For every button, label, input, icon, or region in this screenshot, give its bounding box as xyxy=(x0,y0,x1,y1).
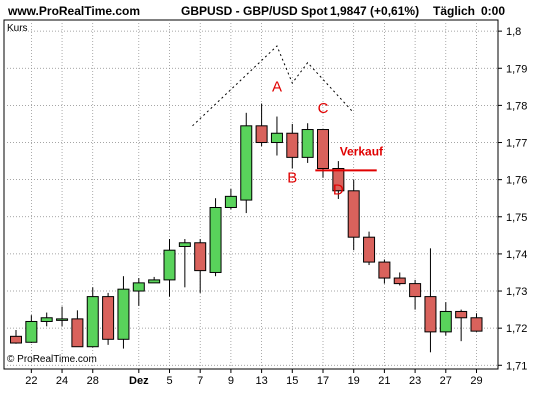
pattern-dotted-line xyxy=(192,45,355,127)
instrument-title: GBPUSD - GBP/USD Spot xyxy=(181,4,328,18)
sell-label: Verkauf xyxy=(340,145,384,159)
x-tick-label: 27 xyxy=(440,375,452,387)
x-tick-label: 5 xyxy=(166,375,172,387)
time-label: 0:00 xyxy=(481,4,505,18)
candle-body-up xyxy=(301,129,314,158)
panel-label: Kurs xyxy=(7,23,28,34)
candle-body-up xyxy=(178,242,191,247)
candle-body-down xyxy=(347,190,360,238)
candle-body-up xyxy=(224,195,237,208)
timeframe-label: Täglich xyxy=(433,4,475,18)
candle-body-up xyxy=(117,288,130,340)
x-tick-label: 19 xyxy=(348,375,360,387)
x-tick-label: 15 xyxy=(286,375,298,387)
grid-lines xyxy=(4,20,498,369)
point-label-d: D xyxy=(333,182,344,199)
candle-body-down xyxy=(378,261,391,279)
x-tick-label: 28 xyxy=(87,375,99,387)
x-tick-label: 13 xyxy=(255,375,267,387)
site-label: www.ProRealTime.com xyxy=(7,4,140,18)
candle-body-up xyxy=(56,318,69,321)
point-label-b: B xyxy=(287,170,297,187)
candle-body-up xyxy=(40,317,53,322)
y-tick-label: 1,71 xyxy=(506,360,527,372)
candle-body-down xyxy=(363,236,376,263)
y-tick-label: 1,72 xyxy=(506,323,527,335)
copyright-label: © ProRealTime.com xyxy=(7,354,97,365)
x-tick-label: 24 xyxy=(56,375,68,387)
candle-body-up xyxy=(439,310,452,333)
candle-body-down xyxy=(10,335,22,344)
y-tick-label: 1,74 xyxy=(506,249,527,261)
y-tick-label: 1,78 xyxy=(506,100,527,112)
y-tick-label: 1,75 xyxy=(506,212,527,224)
candle-body-up xyxy=(148,279,161,284)
candle-body-down xyxy=(455,310,468,319)
x-tick-label: 9 xyxy=(228,375,234,387)
candle-body-up xyxy=(86,296,99,348)
candle-body-down xyxy=(393,277,406,285)
x-tick-label: 21 xyxy=(378,375,390,387)
price-readout: 1,9847 (+0,61%) xyxy=(330,4,419,18)
y-tick-label: 1,73 xyxy=(506,286,527,298)
candle-body-down xyxy=(424,296,437,333)
point-label-a: A xyxy=(272,78,282,95)
annotations: A B C D Verkauf xyxy=(192,45,384,199)
candle-body-up xyxy=(132,282,145,292)
y-tick-label: 1,76 xyxy=(506,175,527,187)
y-tick-label: 1,77 xyxy=(506,138,527,150)
candle-body-down xyxy=(332,168,345,192)
candle-body-up xyxy=(270,132,283,144)
candle-body-up xyxy=(163,249,176,281)
candle-body-down xyxy=(194,242,207,272)
point-label-c: C xyxy=(318,100,329,117)
x-axis: 22 24 28 Dez 5 7 9 13 15 17 19 21 23 27 29 xyxy=(25,369,483,387)
candle-body-down xyxy=(409,283,422,298)
candle-body-down xyxy=(102,296,115,340)
candles xyxy=(10,103,483,353)
x-tick-label: 29 xyxy=(470,375,482,387)
candle-body-down xyxy=(317,129,329,170)
x-tick-label: 7 xyxy=(197,375,203,387)
y-axis: 1,71 1,72 1,73 1,74 1,75 1,76 1,77 1,78 1,79 1,8 xyxy=(498,26,527,372)
candle-body-up xyxy=(209,206,222,273)
candle-body-down xyxy=(286,132,299,158)
y-tick-label: 1,79 xyxy=(506,63,527,75)
candle-body-down xyxy=(255,125,268,144)
x-tick-label: Dez xyxy=(129,375,149,387)
x-tick-label: 17 xyxy=(317,375,329,387)
x-tick-label: 23 xyxy=(409,375,421,387)
x-tick-label: 22 xyxy=(25,375,37,387)
y-tick-label: 1,8 xyxy=(506,26,521,38)
candle-body-up xyxy=(25,320,38,343)
candle-body-down xyxy=(71,318,84,348)
candle-body-up xyxy=(240,125,253,201)
candle-body-down xyxy=(470,317,483,332)
